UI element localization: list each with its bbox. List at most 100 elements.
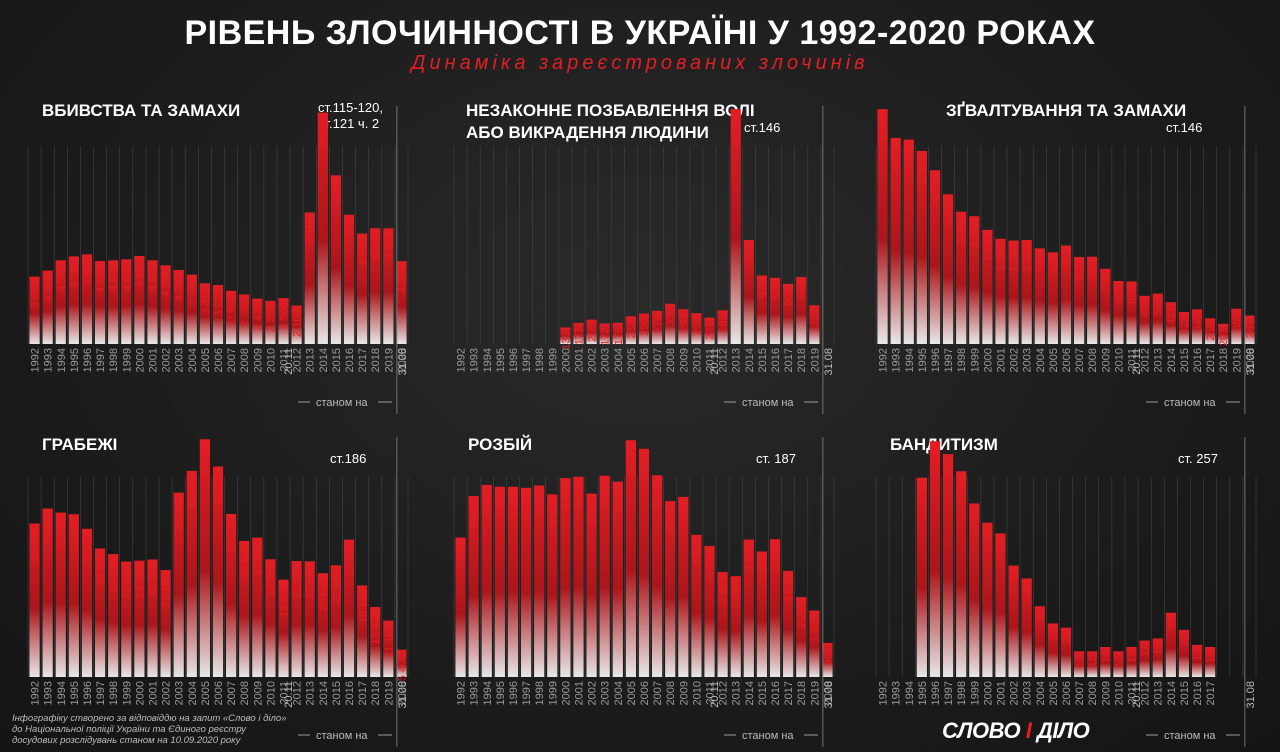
tick-label: 2018 [1218,348,1230,372]
tick-label: 2017 [1205,348,1217,372]
bar [982,229,993,344]
data-label: 36 486 [174,497,186,531]
bar [147,260,158,344]
bar [534,485,545,677]
bar [942,194,954,344]
data-label: 355 [1231,313,1243,331]
data-label: 26 928 [239,545,251,579]
tick-label: 1996 [82,348,94,372]
tick-label: 1994 [904,348,916,372]
bar [108,260,119,344]
bar [956,471,967,677]
period-note: станом на [316,397,368,409]
data-label: 4 783 [69,260,81,288]
bar [1100,647,1111,677]
tick-label: 2007 [1074,681,1086,705]
tick-label: 2017 [783,681,795,705]
tick-label: 1992 [30,348,42,372]
tick-label: 2017 [357,348,369,372]
bar [134,560,145,677]
bar [651,475,663,677]
data-label: 14 [1205,651,1217,663]
bar [507,486,519,677]
data-label: 52 [1009,570,1021,582]
bar [995,238,1006,344]
bar [903,139,914,344]
data-label: 11 160 [383,625,395,658]
data-label: 1 334 [956,216,968,244]
bar [560,327,571,344]
tick-label: 2004 [613,348,625,372]
tick-label: 2017 [1205,681,1217,705]
data-label: 6 314 [383,232,395,260]
data-label: 19 272 [279,584,291,618]
period-end: 31.08 [397,348,409,376]
bar [783,283,794,344]
data-label: 4 529 [95,265,107,293]
tick-label: 2013 [305,681,317,705]
data-label: 6 465 [639,453,651,481]
data-label: 5 703 [600,480,612,508]
data-label: 32 268 [226,518,238,552]
data-label: 3 788 [187,279,199,307]
bar [370,607,381,677]
data-label: 17 [1140,645,1152,657]
data-label: 3 556 [757,555,769,583]
data-label: 22 108 [331,569,343,603]
bar [1152,638,1163,677]
tick-label: 2013 [731,681,743,705]
data-label: 41 663 [213,470,225,504]
bar [1060,245,1072,344]
article-label: ст. 257 [1178,451,1218,466]
data-label: 93 [917,482,929,494]
data-label: 4 296 [161,269,173,297]
tick-label: 1994 [56,681,68,705]
tick-label: 2016 [1192,348,1204,372]
bar [1231,308,1242,344]
data-label: 12 [1074,655,1086,667]
tick-label: 2003 [600,348,612,372]
data-label: 178 [613,327,625,345]
tick-label: 2014 [1166,681,1178,705]
bar [809,305,820,344]
bar [291,561,302,677]
bar [573,476,584,677]
period-start: 20.11 [283,348,295,375]
bar [916,477,927,677]
data-label: 5 173 [547,498,559,526]
bar [1205,318,1216,344]
chart-title: ГРАБЕЖІ [42,435,117,454]
chart-banditry: БАНДИТИЗМ ст. 257 1992 1993 1994 93 1995 110 199… [875,435,1257,747]
tick-label: 2020 [396,348,408,372]
bar [239,540,250,677]
tick-label: 2000 [560,348,572,372]
period-start: 20.11 [1131,681,1143,708]
bar [890,137,901,344]
data-label: 5 391 [508,491,520,519]
bar [68,256,79,344]
chart-title: БАНДИТИЗМ [890,435,998,454]
bar [730,109,741,345]
data-label: 233 [626,320,638,338]
tick-label: 2005 [200,348,212,372]
tick-label: 1998 [534,348,546,372]
data-label: 22 895 [305,565,317,599]
tick-label: 2016 [344,681,356,705]
data-label: 5 126 [469,500,481,528]
data-label: 1 288 [969,220,981,248]
tick-label: 2013 [1153,681,1165,705]
bar [1021,578,1032,677]
data-label: 4 523 [396,265,408,293]
tick-label: 2008 [239,681,251,705]
bar [769,277,781,344]
data-label: 47 054 [200,443,212,477]
data-label: 338 [665,308,677,326]
data-label: 2 707 [239,298,251,326]
tick-label: 2011 [1127,348,1139,372]
bar [982,522,993,677]
data-label: 3 950 [456,542,468,570]
bar [743,240,754,344]
data-label: 3 006 [783,575,795,603]
tick-label: 1999 [969,348,981,372]
bar [916,150,927,344]
